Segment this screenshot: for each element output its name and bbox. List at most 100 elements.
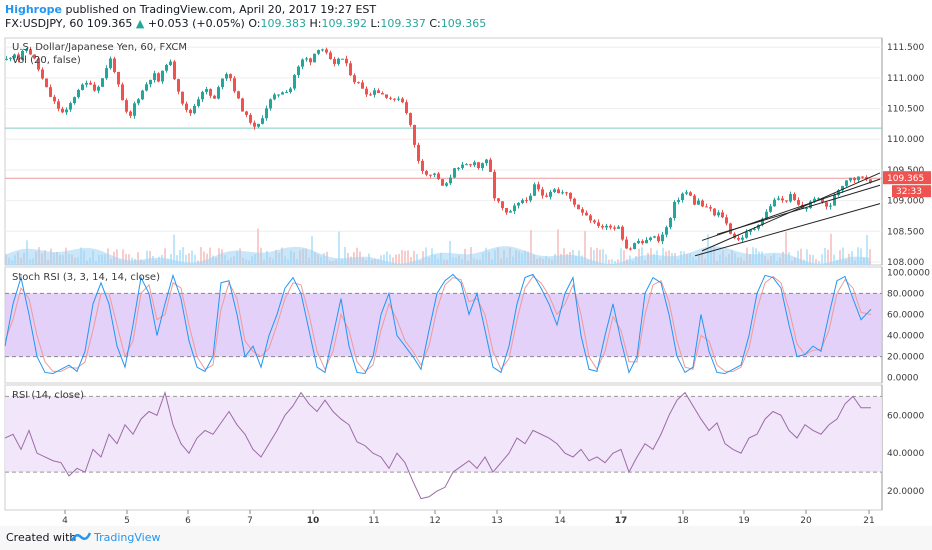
- candle-body: [309, 58, 312, 63]
- candle-body: [173, 61, 176, 80]
- volume-bar: [608, 259, 610, 265]
- x-tick-label: 12: [429, 516, 440, 526]
- volume-bar: [407, 250, 409, 265]
- author-name[interactable]: Highrope: [5, 3, 62, 16]
- candle-body: [481, 163, 484, 169]
- volume-bar: [392, 257, 394, 265]
- open-label: O:: [248, 17, 261, 30]
- candle-body: [809, 201, 812, 209]
- candle-body: [241, 98, 244, 112]
- volume-bar: [530, 229, 532, 265]
- candle-body: [249, 114, 252, 123]
- candle-body: [777, 198, 780, 200]
- candle-body: [45, 78, 48, 88]
- ohlc-line: FX:USDJPY, 60 109.365 ▲ +0.053 (+0.05%) …: [5, 17, 486, 30]
- candle-body: [253, 122, 256, 127]
- candle-body: [81, 84, 84, 90]
- candle-body: [709, 207, 712, 209]
- x-tick-label: 6: [185, 516, 191, 526]
- candle-body: [541, 189, 544, 196]
- stoch-rsi-pane: 100.0000 80.0000 60.0000 40.0000 20.0000 0.00…: [4, 266, 930, 384]
- candle-body: [289, 88, 292, 93]
- candle-body: [749, 229, 752, 232]
- candle-body: [277, 94, 280, 96]
- candle-body: [493, 171, 496, 199]
- volume-bar: [818, 260, 820, 265]
- candle-body: [765, 211, 768, 219]
- x-tick-label: 10: [307, 516, 320, 526]
- candle-body: [345, 58, 348, 64]
- stoch-rsi-title: Stoch RSI (3, 3, 14, 14, close): [12, 272, 160, 283]
- candle-body: [77, 89, 80, 98]
- candle-body: [797, 200, 800, 205]
- candle-body: [425, 170, 428, 175]
- candle-body: [565, 192, 568, 194]
- candle-body: [429, 174, 432, 176]
- candle-body: [385, 94, 388, 98]
- volume-bar: [257, 228, 259, 265]
- candle-body: [729, 223, 732, 234]
- y-tick-label: 111.000: [887, 74, 924, 84]
- candle-body: [833, 195, 836, 206]
- volume-bar: [194, 254, 196, 265]
- candle-body: [557, 189, 560, 194]
- up-arrow-icon: ▲: [135, 17, 145, 30]
- created-with-text: Created with: [6, 531, 77, 544]
- volume-bar: [830, 233, 832, 265]
- candles: [5, 46, 872, 251]
- tradingview-brand[interactable]: TradingView: [94, 531, 161, 544]
- volume-bar: [605, 254, 607, 265]
- candle-body: [825, 202, 828, 207]
- volume-bar: [425, 247, 427, 265]
- candle-body: [649, 237, 652, 240]
- x-tick-label: 11: [368, 516, 379, 526]
- candle-body: [361, 82, 364, 89]
- volume-bar: [122, 249, 124, 265]
- volume-bar: [860, 248, 862, 265]
- candle-body: [37, 58, 40, 70]
- candle-body: [165, 64, 168, 71]
- candle-body: [509, 211, 512, 213]
- candle-body: [317, 50, 320, 54]
- candle-body: [217, 87, 220, 99]
- volume-bar: [797, 250, 799, 265]
- volume-bar: [800, 248, 802, 265]
- candle-body: [473, 162, 476, 166]
- candle-body: [461, 164, 464, 168]
- candle-body: [257, 123, 260, 127]
- candle-body: [869, 179, 872, 183]
- volume-bar: [623, 250, 625, 265]
- candle-body: [245, 111, 248, 115]
- candle-body: [733, 233, 736, 239]
- chart-canvas[interactable]: 108.000 108.500 109.000 109.500 110.000 110.5…: [0, 30, 932, 526]
- low-value: 109.337: [380, 17, 426, 30]
- candle-body: [821, 198, 824, 203]
- candle-body: [617, 226, 620, 229]
- high-label: H:: [309, 17, 322, 30]
- candle-body: [673, 201, 676, 219]
- volume-bar: [386, 251, 388, 265]
- volume-ma-area: [5, 246, 871, 265]
- candle-body: [781, 198, 784, 201]
- price-pane: 108.000 108.500 109.000 109.500 110.000 110.5…: [4, 37, 931, 268]
- candle-body: [313, 53, 316, 63]
- candle-body: [85, 82, 88, 85]
- price-pane-title: U.S. Dollar/Japanese Yen, 60, FXCM: [12, 42, 187, 53]
- channel-trendline: [716, 184, 881, 235]
- candle-body: [549, 191, 552, 197]
- candle-body: [329, 52, 332, 60]
- candle-body: [853, 177, 856, 181]
- candle-body: [5, 58, 8, 60]
- candle-body: [145, 84, 148, 91]
- footer-bar: Created with TradingView: [0, 526, 932, 550]
- candle-body: [9, 57, 12, 59]
- candle-body: [417, 144, 420, 161]
- candle-body: [469, 164, 472, 166]
- candle-body: [201, 91, 204, 100]
- y-tick-label: 108.000: [887, 258, 924, 268]
- candle-body: [25, 49, 28, 51]
- y-tick-label: 109.000: [887, 197, 924, 207]
- candle-body: [561, 192, 564, 194]
- publish-info: published on TradingView.com, April 20, …: [65, 3, 377, 16]
- candle-body: [861, 176, 864, 178]
